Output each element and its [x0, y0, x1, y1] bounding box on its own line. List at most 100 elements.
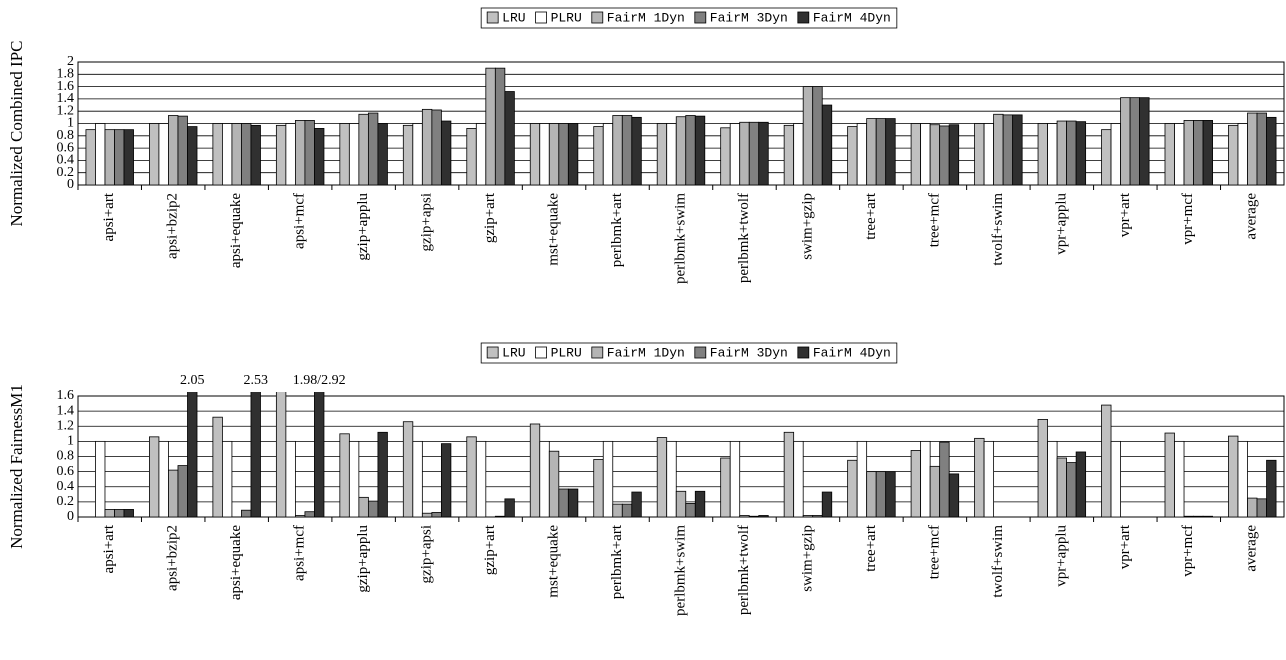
legend-label: LRU [502, 345, 525, 360]
bar [494, 67, 506, 186]
bar [504, 91, 515, 186]
y-tick-label: 1.2 [57, 418, 75, 433]
bar [114, 509, 125, 518]
bar [212, 416, 223, 518]
bar [1228, 435, 1239, 518]
bar [602, 123, 614, 186]
bar [993, 113, 1004, 186]
bar [85, 129, 96, 186]
bar [285, 123, 296, 186]
bar [694, 490, 706, 518]
legend-label: LRU [502, 10, 525, 25]
y-tick-label: 0.2 [57, 494, 75, 509]
y-tick-label: 0.2 [57, 165, 75, 180]
x-tick-label: vpr+mcf [1180, 525, 1196, 577]
bar [421, 512, 433, 518]
bar [621, 115, 633, 186]
x-tick-label: tree+art [863, 192, 879, 240]
y-tick-label: 1.4 [57, 403, 75, 418]
x-tick-label: gzip+apsi [419, 193, 435, 251]
x-tick-label: swim+gzip [799, 525, 815, 592]
x-tick-label: gzip+apsi [419, 525, 435, 583]
y-tick-label: 0.8 [57, 128, 75, 143]
bar [939, 125, 950, 186]
x-tick-label: apsi+equake [228, 525, 244, 600]
bar [177, 115, 188, 186]
bar [631, 116, 642, 186]
bar [339, 123, 350, 186]
bar [168, 469, 179, 518]
bar [783, 124, 795, 186]
bar [929, 124, 941, 186]
bar [802, 515, 814, 518]
bar [314, 392, 325, 518]
bar [920, 123, 931, 186]
y-tick-label: 0 [67, 177, 74, 192]
bar [177, 465, 188, 518]
bar [983, 440, 995, 518]
bar [856, 440, 868, 518]
bar [440, 443, 452, 518]
bar [802, 86, 814, 186]
bar [1174, 440, 1185, 518]
x-tick-label: apsi+bzip2 [165, 525, 181, 591]
bar [783, 431, 795, 518]
x-tick-label: perlbmk+art [609, 524, 625, 599]
bar [1066, 120, 1077, 186]
bar [1056, 120, 1068, 186]
bar [1193, 515, 1204, 518]
bar [1256, 498, 1267, 518]
bar [421, 108, 433, 186]
legend-swatch [591, 11, 604, 24]
bar [431, 109, 442, 186]
bar [294, 515, 306, 518]
bar [504, 498, 515, 518]
x-tick-label: swim+gzip [799, 193, 815, 260]
y-tick-label: 1 [67, 434, 74, 449]
bar [412, 440, 423, 518]
bar [339, 433, 350, 518]
bar [358, 113, 369, 186]
x-tick-label: apsi+mcf [292, 193, 308, 249]
legend-label: FairM 4Dyn [813, 10, 891, 25]
bar [402, 421, 414, 518]
y-axis-label: Normalized Combined IPC [7, 40, 26, 226]
bar [1193, 120, 1204, 186]
bar [1228, 124, 1239, 186]
x-tick-label: gzip+applu [355, 525, 371, 593]
bar [168, 115, 179, 186]
bar [187, 126, 198, 186]
bar [466, 436, 477, 518]
x-tick-label: mst+equake [545, 525, 561, 598]
legend-swatch [694, 346, 707, 359]
x-tick-label: tree+mcf [926, 193, 942, 247]
bar [1139, 97, 1150, 186]
bar [1129, 97, 1140, 186]
y-tick-label: 0.6 [57, 140, 75, 155]
bar [1247, 497, 1258, 518]
bar [250, 392, 261, 518]
x-tick-label: average [1244, 525, 1260, 572]
bar [149, 123, 160, 186]
bar [285, 440, 296, 518]
bar [631, 491, 642, 518]
x-tick-label: apsi+equake [228, 193, 244, 268]
bar [602, 440, 614, 518]
x-tick-label: perlbmk+swim [672, 193, 688, 284]
bar [275, 124, 287, 186]
x-tick-label: gzip+art [482, 524, 498, 575]
legend-label: PLRU [551, 345, 582, 360]
x-tick-label: tree+mcf [926, 525, 942, 579]
bar [1101, 129, 1112, 186]
bar [466, 128, 477, 186]
bar [656, 437, 668, 518]
x-tick-label: apsi+art [101, 192, 117, 241]
bar [866, 118, 877, 186]
bar [548, 450, 560, 518]
bar [367, 112, 379, 186]
y-tick-label: 0.8 [57, 449, 75, 464]
bar [748, 515, 760, 518]
bar [250, 124, 261, 186]
bar [866, 471, 877, 518]
